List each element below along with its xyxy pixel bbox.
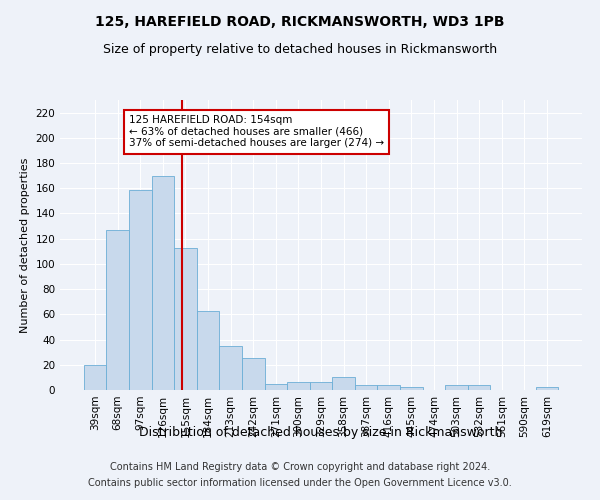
Text: 125, HAREFIELD ROAD, RICKMANSWORTH, WD3 1PB: 125, HAREFIELD ROAD, RICKMANSWORTH, WD3 … [95, 15, 505, 29]
Text: Size of property relative to detached houses in Rickmansworth: Size of property relative to detached ho… [103, 42, 497, 56]
Bar [265, 384, 287, 390]
Bar [355, 385, 377, 390]
Bar [536, 388, 558, 390]
Bar [377, 385, 400, 390]
Bar [242, 358, 265, 390]
Bar [468, 385, 490, 390]
Bar [445, 385, 468, 390]
Bar [84, 365, 106, 390]
Bar [197, 310, 220, 390]
Bar [129, 190, 152, 390]
Bar [310, 382, 332, 390]
Text: 125 HAREFIELD ROAD: 154sqm
← 63% of detached houses are smaller (466)
37% of sem: 125 HAREFIELD ROAD: 154sqm ← 63% of deta… [129, 115, 384, 148]
Bar [287, 382, 310, 390]
Bar [106, 230, 129, 390]
Bar [174, 248, 197, 390]
Bar [220, 346, 242, 390]
Text: Contains HM Land Registry data © Crown copyright and database right 2024.: Contains HM Land Registry data © Crown c… [110, 462, 490, 472]
Bar [152, 176, 174, 390]
Y-axis label: Number of detached properties: Number of detached properties [20, 158, 30, 332]
Bar [332, 378, 355, 390]
Bar [400, 388, 422, 390]
Text: Contains public sector information licensed under the Open Government Licence v3: Contains public sector information licen… [88, 478, 512, 488]
Text: Distribution of detached houses by size in Rickmansworth: Distribution of detached houses by size … [139, 426, 503, 439]
